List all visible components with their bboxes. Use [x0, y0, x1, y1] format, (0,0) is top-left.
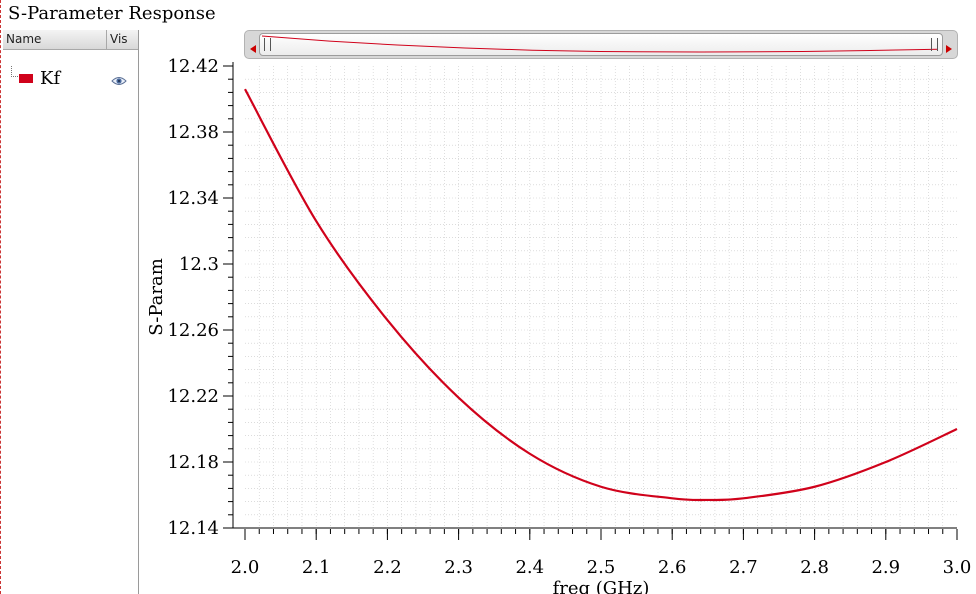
legend-column-vis[interactable]: Vis	[110, 32, 128, 46]
legend-column-name[interactable]: Name	[6, 32, 42, 46]
y-tick-label: 12.38	[167, 122, 219, 143]
grip-icon[interactable]	[264, 38, 271, 51]
grip-icon[interactable]	[931, 38, 938, 51]
y-tick-label: 12.14	[167, 518, 219, 539]
x-tick-label: 2.3	[444, 557, 473, 578]
y-tick-label: 12.34	[167, 188, 219, 209]
overview-series-line	[261, 35, 939, 53]
x-tick-label: 2.5	[587, 557, 616, 578]
y-axis-title: S-Param	[146, 258, 167, 336]
y-tick-label: 12.3	[179, 254, 219, 275]
x-axis-title: freq (GHz)	[553, 578, 650, 594]
y-tick-label: 12.18	[167, 452, 219, 473]
y-tick-label: 12.42	[167, 56, 219, 77]
x-tick-label: 2.4	[515, 557, 544, 578]
legend-header: Name Vis	[3, 30, 138, 50]
x-tick-label: 2.0	[231, 557, 260, 578]
x-tick-label: 2.1	[302, 557, 331, 578]
legend-panel: Name Vis Kf	[3, 30, 139, 594]
series-color-swatch	[19, 74, 33, 83]
x-tick-label: 3.0	[943, 557, 972, 578]
window-title: S-Parameter Response	[8, 3, 216, 24]
arrow-left-icon[interactable]	[248, 39, 258, 53]
column-separator	[106, 30, 107, 49]
y-tick-label: 12.26	[167, 320, 219, 341]
window-edge-dashed	[0, 0, 1, 594]
x-tick-label: 2.9	[871, 557, 900, 578]
overview-range-handle[interactable]	[259, 33, 943, 56]
legend-item-kf[interactable]: Kf	[3, 64, 138, 89]
x-tick-label: 2.7	[729, 557, 758, 578]
y-tick-label: 12.22	[167, 386, 219, 407]
eye-icon[interactable]	[111, 72, 127, 85]
series-line-kf	[244, 88, 958, 502]
arrow-right-icon[interactable]	[944, 39, 954, 53]
tree-connector	[11, 66, 20, 77]
overview-preview	[261, 35, 939, 53]
legend-item-label: Kf	[40, 68, 61, 89]
x-tick-label: 2.6	[658, 557, 687, 578]
overview-scrollbar[interactable]	[244, 30, 958, 59]
x-tick-label: 2.8	[800, 557, 829, 578]
x-tick-label: 2.2	[373, 557, 402, 578]
